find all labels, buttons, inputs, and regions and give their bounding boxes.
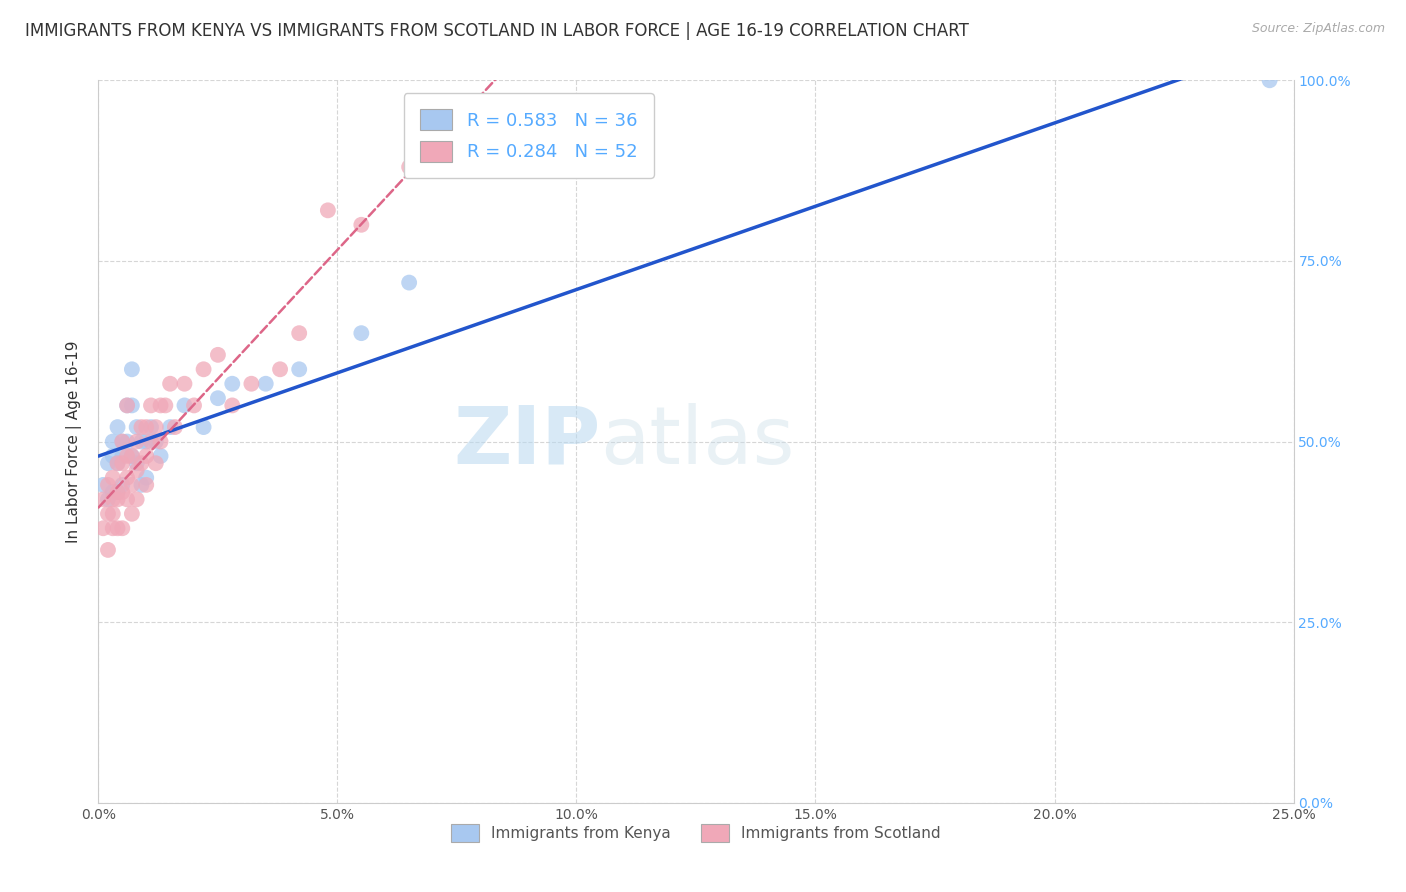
Point <box>135 478 157 492</box>
Point <box>107 521 129 535</box>
Point <box>125 456 148 470</box>
Point <box>111 521 134 535</box>
Point <box>97 492 120 507</box>
Point <box>316 203 339 218</box>
Point <box>121 507 143 521</box>
Point <box>288 326 311 340</box>
Point <box>398 160 420 174</box>
Point <box>221 376 243 391</box>
Point <box>107 420 129 434</box>
Point <box>163 420 186 434</box>
Point <box>350 326 373 340</box>
Point <box>115 398 138 412</box>
Point <box>107 485 129 500</box>
Point <box>159 376 181 391</box>
Point <box>254 376 277 391</box>
Point <box>97 456 120 470</box>
Point <box>91 521 114 535</box>
Point <box>111 485 134 500</box>
Point <box>149 398 172 412</box>
Point <box>107 492 129 507</box>
Point <box>173 398 195 412</box>
Point <box>125 420 148 434</box>
Point <box>115 449 138 463</box>
Point <box>121 478 143 492</box>
Point <box>121 449 143 463</box>
Point <box>135 449 157 463</box>
Point <box>125 463 148 477</box>
Legend: Immigrants from Kenya, Immigrants from Scotland: Immigrants from Kenya, Immigrants from S… <box>444 816 948 849</box>
Point <box>111 434 134 449</box>
Point <box>111 456 134 470</box>
Point <box>107 485 129 500</box>
Point <box>115 470 138 484</box>
Point <box>97 542 120 557</box>
Point <box>91 478 114 492</box>
Point <box>135 420 157 434</box>
Point <box>111 478 134 492</box>
Point <box>97 507 120 521</box>
Point <box>131 434 153 449</box>
Point <box>193 362 215 376</box>
Point <box>159 420 181 434</box>
Y-axis label: In Labor Force | Age 16-19: In Labor Force | Age 16-19 <box>66 340 83 543</box>
Point <box>139 398 162 412</box>
Text: atlas: atlas <box>600 402 794 481</box>
Point <box>155 398 177 412</box>
Text: IMMIGRANTS FROM KENYA VS IMMIGRANTS FROM SCOTLAND IN LABOR FORCE | AGE 16-19 COR: IMMIGRANTS FROM KENYA VS IMMIGRANTS FROM… <box>25 22 969 40</box>
Point <box>139 434 162 449</box>
Point <box>131 478 153 492</box>
Point <box>115 434 138 449</box>
Point <box>131 420 153 434</box>
Text: ZIP: ZIP <box>453 402 600 481</box>
Point <box>139 420 162 434</box>
Point <box>91 492 114 507</box>
Point <box>350 218 373 232</box>
Point <box>111 449 134 463</box>
Point <box>101 485 124 500</box>
Point <box>145 420 167 434</box>
Point <box>207 348 229 362</box>
Point <box>101 492 124 507</box>
Point <box>149 434 172 449</box>
Point <box>101 470 124 484</box>
Point <box>183 398 205 412</box>
Point <box>135 470 157 484</box>
Point <box>101 521 124 535</box>
Text: Source: ZipAtlas.com: Source: ZipAtlas.com <box>1251 22 1385 36</box>
Point <box>145 456 167 470</box>
Point <box>115 492 138 507</box>
Point <box>135 434 157 449</box>
Point <box>121 398 143 412</box>
Point <box>1258 73 1281 87</box>
Point <box>125 492 148 507</box>
Point <box>193 420 215 434</box>
Point <box>269 362 291 376</box>
Point <box>121 362 143 376</box>
Point <box>107 456 129 470</box>
Point <box>221 398 243 412</box>
Point <box>173 376 195 391</box>
Point <box>115 398 138 412</box>
Point <box>101 507 124 521</box>
Point <box>97 478 120 492</box>
Point <box>131 456 153 470</box>
Point <box>145 434 167 449</box>
Point <box>121 449 143 463</box>
Point <box>125 434 148 449</box>
Point <box>149 449 172 463</box>
Point <box>107 456 129 470</box>
Point <box>101 449 124 463</box>
Point <box>207 391 229 405</box>
Point <box>240 376 263 391</box>
Point <box>288 362 311 376</box>
Point <box>101 434 124 449</box>
Point <box>111 434 134 449</box>
Point <box>398 276 420 290</box>
